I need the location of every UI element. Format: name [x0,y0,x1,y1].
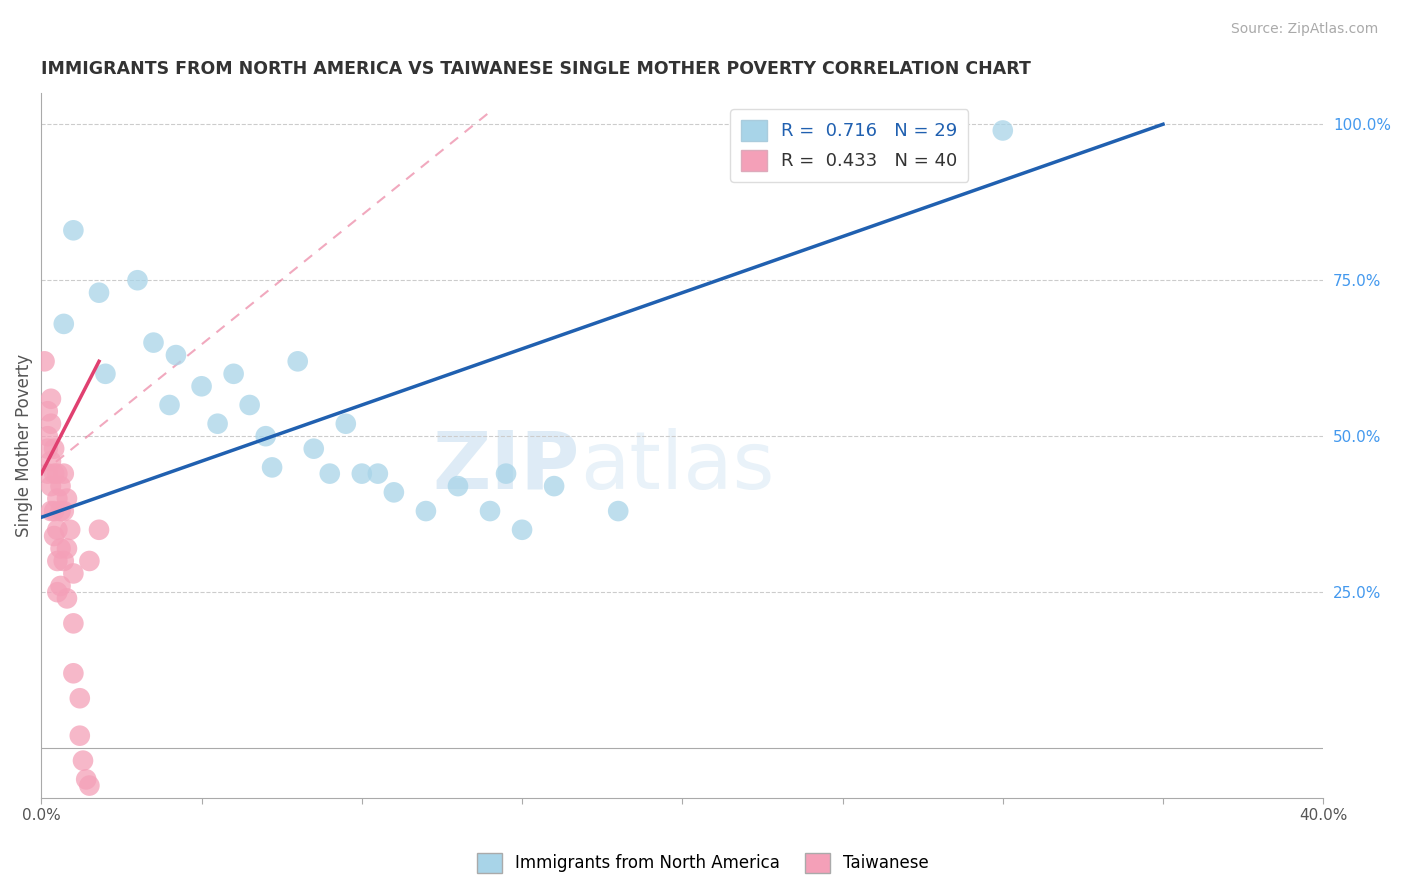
Point [62,566,84,581]
Point [287,354,309,368]
Point [159,398,181,412]
Point [37,467,59,481]
Point [37,442,59,456]
Point [495,467,517,481]
Point [335,417,357,431]
Point [37,404,59,418]
Point [991,123,1014,137]
Point [44,529,66,543]
Point [46,523,69,537]
Point [52,554,75,568]
Point [56,491,79,506]
Point [72,754,94,768]
Point [39,417,62,431]
Point [49,579,72,593]
Point [46,554,69,568]
Point [44,467,66,481]
Point [62,223,84,237]
Point [319,467,342,481]
Point [56,541,79,556]
Point [382,485,405,500]
Point [34,354,56,368]
Point [46,585,69,599]
Point [62,616,84,631]
Point [254,429,277,443]
Point [37,429,59,443]
Point [607,504,630,518]
Point [46,467,69,481]
Legend: Immigrants from North America, Taiwanese: Immigrants from North America, Taiwanese [470,847,936,880]
Point [44,504,66,518]
Point [39,479,62,493]
Point [75,772,97,787]
Point [49,504,72,518]
Point [56,591,79,606]
Point [49,541,72,556]
Point [39,454,62,468]
Point [302,442,325,456]
Point [510,523,533,537]
Y-axis label: Single Mother Poverty: Single Mother Poverty [15,354,32,537]
Point [447,479,470,493]
Point [87,523,110,537]
Point [62,666,84,681]
Point [52,317,75,331]
Point [69,691,91,706]
Point [543,479,565,493]
Legend: R =  0.716   N = 29, R =  0.433   N = 40: R = 0.716 N = 29, R = 0.433 N = 40 [731,109,969,182]
Point [479,504,502,518]
Point [52,504,75,518]
Point [52,467,75,481]
Point [69,729,91,743]
Point [190,379,212,393]
Point [94,367,117,381]
Text: Source: ZipAtlas.com: Source: ZipAtlas.com [1230,22,1378,37]
Point [165,348,187,362]
Point [79,779,101,793]
Point [262,460,284,475]
Point [46,491,69,506]
Point [350,467,373,481]
Point [87,285,110,300]
Text: ZIP: ZIP [433,427,579,506]
Point [415,504,437,518]
Point [39,392,62,406]
Point [39,504,62,518]
Point [222,367,245,381]
Point [59,523,82,537]
Point [49,479,72,493]
Text: IMMIGRANTS FROM NORTH AMERICA VS TAIWANESE SINGLE MOTHER POVERTY CORRELATION CHA: IMMIGRANTS FROM NORTH AMERICA VS TAIWANE… [41,60,1031,78]
Point [207,417,229,431]
Point [367,467,389,481]
Text: atlas: atlas [579,427,775,506]
Point [44,442,66,456]
Point [142,335,165,350]
Point [239,398,262,412]
Point [79,554,101,568]
Point [127,273,149,287]
